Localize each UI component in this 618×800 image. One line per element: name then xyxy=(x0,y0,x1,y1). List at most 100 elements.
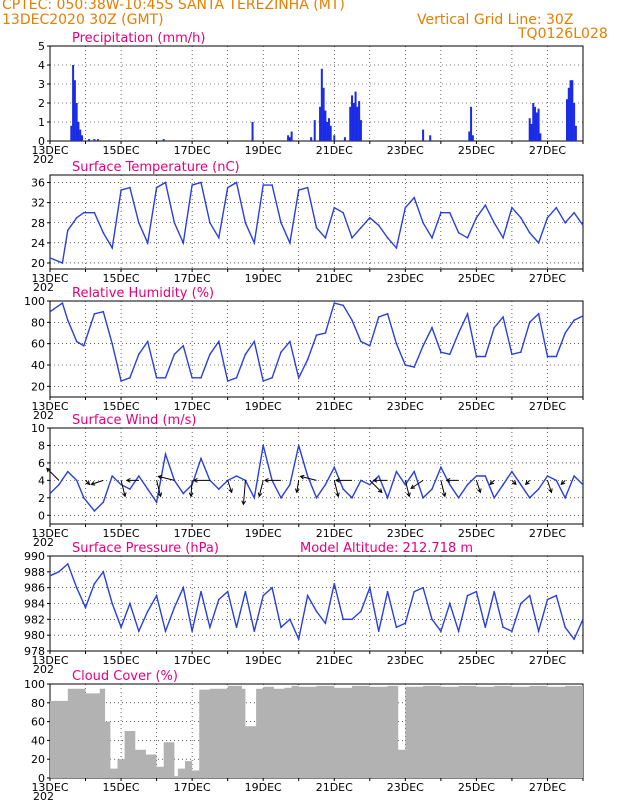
temp-panel-series-point xyxy=(493,221,495,224)
rh-panel-year-label: 202 xyxy=(33,409,54,422)
cloud-panel-xtick-label: 19DEC xyxy=(245,781,282,794)
temp-panel-series-point xyxy=(244,221,247,224)
temp-panel-series-point xyxy=(155,186,158,189)
temp-panel-series-point xyxy=(386,237,389,239)
rh-panel-series-point xyxy=(253,340,256,343)
wind-arrow-head xyxy=(228,488,233,494)
temp-panel-series-point xyxy=(475,216,478,219)
wind-panel-series-point xyxy=(217,488,220,490)
pressure-panel-series-point xyxy=(324,622,327,625)
rh-panel-ytick-label: 60 xyxy=(31,338,45,351)
temp-panel-series-point xyxy=(297,189,300,191)
temp-panel-series-point xyxy=(289,242,291,244)
rh-panel-series-point xyxy=(61,302,64,304)
wind-arrow-head xyxy=(524,480,530,486)
rh-panel-series-point xyxy=(120,380,122,382)
precip-bar xyxy=(251,122,254,141)
pressure-panel-series-point xyxy=(102,571,105,573)
temp-panel-series-point xyxy=(82,211,85,214)
wind-arrow-head xyxy=(377,488,383,494)
precip-bar xyxy=(422,129,425,141)
wind-panel-series-point xyxy=(306,475,309,477)
cloud-panel-ytick-label: 60 xyxy=(31,716,45,729)
pressure-panel-series-point xyxy=(66,563,69,565)
precip-bar xyxy=(429,135,432,141)
pressure-panel-ytick-label: 984 xyxy=(24,598,45,611)
rh-panel-series-point xyxy=(75,340,78,343)
wind-panel-series-point xyxy=(546,475,549,477)
wind-arrow-head xyxy=(125,478,131,483)
temp-panel-xtick-label: 23DEC xyxy=(387,272,424,285)
wind-arrow-head xyxy=(46,467,51,473)
wind-panel-series-point xyxy=(395,470,398,473)
rh-panel-series-point xyxy=(235,377,238,379)
precip-bar xyxy=(532,103,535,141)
wind-panel-series-point xyxy=(297,444,300,447)
wind-arrow-head xyxy=(157,492,163,498)
precip-bar xyxy=(470,106,473,141)
pressure-panel-ytick-label: 978 xyxy=(24,645,45,658)
cloud-panel-xtick-label: 27DEC xyxy=(529,781,566,794)
precip-bar xyxy=(324,110,327,141)
wind-arrow-head xyxy=(192,478,198,483)
temp-panel-frame xyxy=(49,174,584,270)
rh-panel-series-point xyxy=(173,353,176,356)
wind-arrow-head xyxy=(263,478,269,483)
temp-panel-series-point xyxy=(75,216,78,219)
wind-panel-year-label: 202 xyxy=(33,536,54,549)
pressure-panel-ytick-label: 990 xyxy=(24,550,45,563)
temp-panel-series-point xyxy=(333,206,336,209)
rh-panel-ytick-label: 80 xyxy=(31,316,45,329)
rh-panel-xtick-label: 13DEC xyxy=(31,400,68,413)
wind-panel-series-point xyxy=(333,466,336,469)
pressure-panel-series-point xyxy=(528,594,531,597)
rh-panel-series-point xyxy=(404,364,407,366)
wind-panel-series-point xyxy=(475,475,478,477)
rh-panel-series-point xyxy=(164,377,167,379)
temp-panel-series-point xyxy=(555,206,558,209)
wind-arrow xyxy=(546,480,552,493)
temp-panel-series-point xyxy=(369,216,371,219)
temp-panel-series-point xyxy=(448,211,451,214)
temp-panel-series-point xyxy=(564,221,567,224)
pressure-panel-xtick-label: 23DEC xyxy=(387,654,424,667)
pressure-panel-series-point xyxy=(448,602,451,605)
wind-arrow xyxy=(120,480,126,497)
rh-panel-series-point xyxy=(49,310,51,313)
pressure-panel-series-point xyxy=(422,586,424,589)
pressure-panel-series-point xyxy=(209,626,211,629)
wind-arrow-head xyxy=(372,478,378,483)
rh-panel-series-point xyxy=(111,342,113,345)
pressure-panel-xtick-label: 17DEC xyxy=(174,654,211,667)
temp-panel-series-point xyxy=(395,247,398,249)
precip-bar xyxy=(70,125,73,141)
pressure-panel-series-point xyxy=(466,594,469,597)
temp-panel-series-point xyxy=(146,242,149,244)
wind-panel-ytick-label: 2 xyxy=(38,492,45,505)
pressure-panel-xtick-label: 15DEC xyxy=(103,654,140,667)
temp-panel-series-point xyxy=(520,216,522,219)
pressure-panel-series-point xyxy=(280,626,282,629)
pressure-panel-series-point xyxy=(555,594,558,597)
temp-panel-ytick-label: 28 xyxy=(31,217,45,230)
vertical-grid-label: Vertical Grid Line: 30Z xyxy=(417,12,574,28)
wind-panel-series-point xyxy=(564,497,567,499)
pressure-panel-series-point xyxy=(217,598,220,601)
wind-panel-xtick-label: 19DEC xyxy=(245,527,282,540)
wind-panel-series-point xyxy=(120,483,122,486)
wind-panel-series-point xyxy=(431,488,433,490)
temp-panel-series-point xyxy=(253,242,256,244)
pressure-panel-series-point xyxy=(537,630,540,633)
wind-panel-series-point xyxy=(262,444,265,447)
rh-panel-series-point xyxy=(102,310,105,313)
rh-panel-series-point xyxy=(226,380,229,382)
wind-arrow-head xyxy=(560,480,566,486)
temp-panel-xtick-label: 25DEC xyxy=(458,272,495,285)
wind-arrow-head xyxy=(257,492,263,498)
wind-panel-series-point xyxy=(484,475,487,477)
precip-bar xyxy=(343,137,346,141)
cloud-panel-xtick-label: 21DEC xyxy=(316,781,353,794)
pressure-panel-series-point xyxy=(457,630,460,633)
wind-panel-ytick-label: 6 xyxy=(38,457,45,470)
precip-bar xyxy=(327,118,330,141)
